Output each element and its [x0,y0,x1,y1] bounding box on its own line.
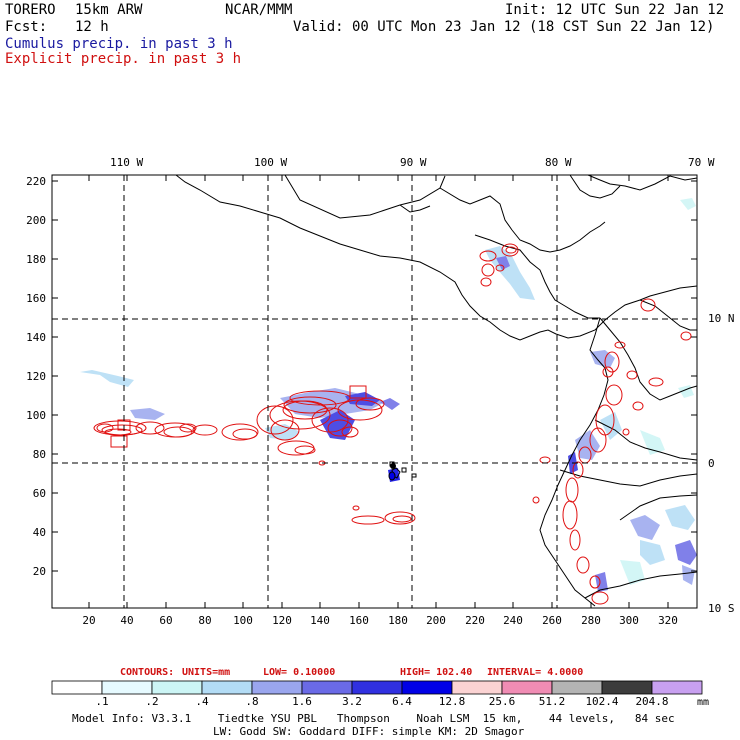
x-axis [88,175,669,608]
colorbar-swatch [501,680,553,695]
colorbar-swatch [551,680,603,695]
model-resolution: 15km ARW [75,2,143,18]
y-tick-label: 200 [26,214,46,227]
colorbar-label: 1.6 [292,695,312,708]
x-tick-label: 160 [349,614,369,627]
colorbar-swatch [651,680,703,695]
y-tick-label: 40 [33,526,46,539]
colorbar-label: 3.2 [342,695,362,708]
x-tick-label: 80 [198,614,211,627]
colorbar-swatch [451,680,503,695]
colorbar-swatch [401,680,453,695]
x-tick-label: 20 [82,614,95,627]
contours-high: HIGH= 102.40 [400,667,472,678]
x-tick-label: 140 [310,614,330,627]
x-tick-label: 300 [619,614,639,627]
x-tick-label: 280 [581,614,601,627]
y-tick-label: 180 [26,253,46,266]
y-tick-label: 20 [33,565,46,578]
lat-label-0: 0 [708,457,715,470]
lon-label-110w: 110 W [110,156,143,169]
colorbar-label: 102.4 [585,695,618,708]
colorbar-label: 12.8 [439,695,466,708]
cumulus-precip-label: Cumulus precip. in past 3 h [5,36,233,52]
colorbar-label: .8 [245,695,258,708]
organization: NCAR/MMM [225,2,293,18]
colorbar-label: 204.8 [635,695,668,708]
model-info-line2: LW: Godd SW: Goddard DIFF: simple KM: 2D… [213,725,525,738]
x-tick-label: 320 [658,614,678,627]
explicit-precip-contours [93,243,692,605]
x-tick-label: 60 [159,614,172,627]
lat-label-10n: 10 N [708,312,735,325]
colorbar-label: .1 [95,695,108,708]
colorbar-label: 6.4 [392,695,412,708]
colorbar-swatch [251,680,303,695]
colorbar-swatch [301,680,353,695]
y-tick-label: 60 [33,487,46,500]
colorbar-swatch [201,680,253,695]
island-markers [388,463,396,481]
colorbar-label: .4 [195,695,209,708]
colorbar-swatch [101,680,153,695]
x-tick-label: 220 [465,614,485,627]
graticule [52,175,697,608]
y-tick-label: 220 [26,175,46,188]
x-tick-label: 260 [542,614,562,627]
x-tick-label: 100 [233,614,253,627]
lat-label-10s: 10 S [708,602,735,615]
x-tick-label: 120 [272,614,292,627]
x-tick-label: 180 [388,614,408,627]
colorbar-swatch [351,680,403,695]
colorbar-unit: mm [697,697,709,708]
x-tick-label: 240 [503,614,523,627]
colorbar: .1 .2 .4 .8 1.6 3.2 6.4 12.8 25.6 51.2 102.4 204.8 [51,680,703,708]
contours-units: UNITS=mm [182,667,230,678]
y-tick-label: 120 [26,370,46,383]
model-name: TORERO [5,2,56,18]
explicit-precip-label: Explicit precip. in past 3 h [5,51,242,67]
colorbar-swatch [601,680,653,695]
y-tick-label: 160 [26,292,46,305]
init-time: Init: 12 UTC Sun 22 Jan 12 [505,2,725,18]
colorbar-swatch [151,680,203,695]
map-frame [51,174,698,609]
lon-label-80w: 80 W [545,156,572,169]
contours-interval: INTERVAL= 4.0000 [487,667,583,678]
lon-label-90w: 90 W [400,156,427,169]
colorbar-label: 51.2 [539,695,566,708]
y-tick-label: 80 [33,448,46,461]
x-tick-label: 200 [426,614,446,627]
forecast-label: Fcst: [5,19,48,35]
y-tick-label: 100 [26,409,46,422]
contours-low: LOW= 0.10000 [263,667,335,678]
y-axis [52,180,697,572]
colorbar-label: .2 [145,695,158,708]
colorbar-label: 25.6 [489,695,516,708]
y-tick-label: 140 [26,331,46,344]
valid-time: Valid: 00 UTC Mon 23 Jan 12 (18 CST Sun … [293,19,715,35]
lon-label-70w: 70 W [688,156,715,169]
model-info-line1: Model Info: V3.3.1 Tiedtke YSU PBL Thomp… [72,712,675,725]
lon-label-100w: 100 W [254,156,287,169]
forecast-value: 12 h [75,19,109,35]
contours-label: CONTOURS: [120,667,174,678]
colorbar-swatch [51,680,103,695]
x-tick-label: 40 [120,614,133,627]
coastlines [175,174,698,607]
